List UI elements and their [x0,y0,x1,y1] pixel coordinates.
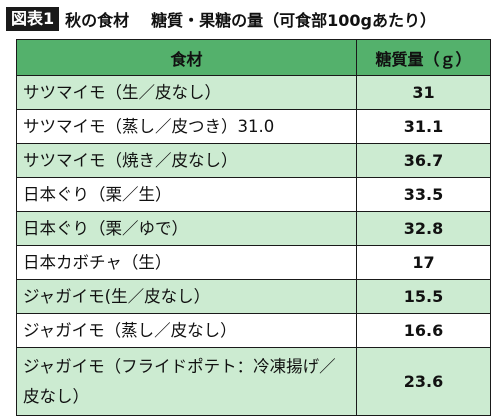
table-row: 日本ぐり（栗／ゆで） 32.8 [16,211,491,246]
sugar-value-cell: 32.8 [356,211,491,246]
table-row: サツマイモ（生／皮なし） 31 [16,75,491,110]
food-name-cell: ジャガイモ(生／皮なし） [16,279,357,314]
table-row: サツマイモ（蒸し／皮つき）31.0 31.1 [16,109,491,144]
food-name-cell: サツマイモ（焼き／皮なし） [16,143,357,178]
sugar-value-cell: 23.6 [356,347,491,416]
sugar-value-cell: 33.5 [356,177,491,212]
table-row: サツマイモ（焼き／皮なし） 36.7 [16,143,491,178]
sugar-value-cell: 31 [356,75,491,110]
food-name-cell: ジャガイモ（フライドポテト：冷凍揚げ／皮なし） [16,347,357,416]
food-name-cell: サツマイモ（生／皮なし） [16,75,357,110]
food-name-cell: ジャガイモ（蒸し／皮なし） [16,313,357,348]
figure-badge: 図表1 [6,7,60,31]
column-header-food: 食材 [16,39,357,76]
column-header-sugar: 糖質量（ｇ） [356,39,491,76]
food-name-cell: サツマイモ（蒸し／皮つき）31.0 [16,109,357,144]
table-header-row: 食材 糖質量（ｇ） [16,39,491,76]
food-name-cell: 日本ぐり（栗／ゆで） [16,211,357,246]
sugar-value-cell: 15.5 [356,279,491,314]
food-name-cell: 日本カボチャ（生） [16,245,357,280]
title-subject: 糖質・果糖の量（可食部100gあたり） [151,11,437,30]
figure-title: 図表1 秋の食材 糖質・果糖の量（可食部100gあたり） [6,6,436,32]
sugar-value-cell: 16.6 [356,313,491,348]
title-category: 秋の食材 [65,11,130,30]
sugar-content-table: 食材 糖質量（ｇ） サツマイモ（生／皮なし） 31 サツマイモ（蒸し／皮つき）3… [16,39,491,416]
sugar-value-cell: 36.7 [356,143,491,178]
table-row: ジャガイモ（蒸し／皮なし） 16.6 [16,313,491,348]
sugar-value-cell: 31.1 [356,109,491,144]
table-row: 日本カボチャ（生） 17 [16,245,491,280]
table-row: ジャガイモ(生／皮なし） 15.5 [16,279,491,314]
table-row: 日本ぐり（栗／生） 33.5 [16,177,491,212]
sugar-value-cell: 17 [356,245,491,280]
food-name-cell: 日本ぐり（栗／生） [16,177,357,212]
table-row: ジャガイモ（フライドポテト：冷凍揚げ／皮なし） 23.6 [16,347,491,416]
